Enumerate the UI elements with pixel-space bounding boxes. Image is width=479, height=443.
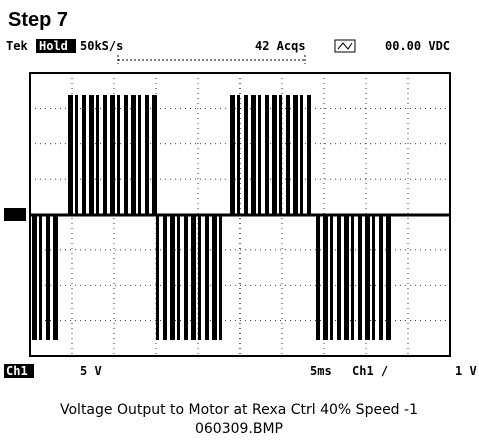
title: Step 7	[8, 9, 68, 31]
pulse	[293, 95, 298, 215]
pulse	[152, 95, 157, 215]
sample-rate: 50kS/s	[80, 39, 123, 53]
pulse	[300, 95, 303, 215]
pulse	[351, 215, 354, 340]
pulse	[286, 95, 290, 215]
pulse	[323, 215, 328, 340]
pulse	[103, 95, 107, 215]
pulse	[75, 95, 78, 215]
pulse	[344, 215, 349, 340]
pulse	[163, 215, 167, 340]
pulse	[177, 215, 180, 340]
pulse	[386, 215, 391, 340]
readout: 00.00 VDC	[385, 39, 450, 53]
pulse	[156, 215, 159, 340]
pulse	[279, 95, 282, 215]
pulse	[307, 95, 311, 215]
pulse	[379, 215, 383, 340]
pulse	[184, 215, 188, 340]
pulse	[330, 215, 333, 340]
trigger: Ch1 /	[352, 364, 388, 378]
time-per-div: 5ms	[310, 364, 332, 378]
pulse	[96, 95, 99, 215]
pulse	[131, 95, 136, 215]
mode: Hold	[39, 39, 68, 53]
pulse	[32, 215, 37, 340]
pulse	[251, 95, 256, 215]
pulse	[365, 215, 370, 340]
pulse	[198, 215, 201, 340]
pulse	[53, 215, 58, 340]
pulse	[170, 215, 175, 340]
pulse	[316, 215, 320, 340]
pulse	[191, 215, 196, 340]
pulse	[117, 95, 120, 215]
acquisitions: 42 Acqs	[255, 39, 306, 53]
pulse	[110, 95, 115, 215]
pulse	[212, 215, 217, 340]
pulse	[372, 215, 375, 340]
pulse	[124, 95, 128, 215]
pulse	[138, 95, 141, 215]
pulse	[205, 215, 209, 340]
caption-line1: Voltage Output to Motor at Rexa Ctrl 40%…	[60, 402, 418, 418]
pulse	[265, 95, 269, 215]
pulse	[230, 95, 235, 215]
pulse	[46, 215, 50, 340]
right-readout: 1 V	[455, 364, 477, 378]
pulse	[272, 95, 277, 215]
channel: Ch1	[6, 364, 28, 378]
pulse	[244, 95, 248, 215]
pulse	[237, 95, 240, 215]
pulse	[68, 95, 73, 215]
pulse	[337, 215, 341, 340]
ch-marker	[4, 208, 26, 221]
scope-brand: Tek	[6, 39, 28, 53]
pulse	[219, 215, 222, 340]
volts-per-div: 5 V	[80, 364, 102, 378]
pulse	[145, 95, 149, 215]
pulse	[39, 215, 42, 340]
caption-line2: 060309.BMP	[195, 421, 283, 437]
scope-screenshot: Step 7 Tek Hold 50kS/s 42 Acqs 00.00 VDC…	[0, 0, 479, 443]
pulse	[82, 95, 86, 215]
pulse	[358, 215, 362, 340]
pulse	[258, 95, 261, 215]
pulse	[89, 95, 94, 215]
